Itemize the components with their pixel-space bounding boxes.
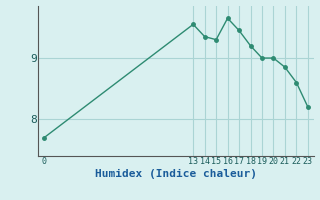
X-axis label: Humidex (Indice chaleur): Humidex (Indice chaleur) — [95, 169, 257, 179]
